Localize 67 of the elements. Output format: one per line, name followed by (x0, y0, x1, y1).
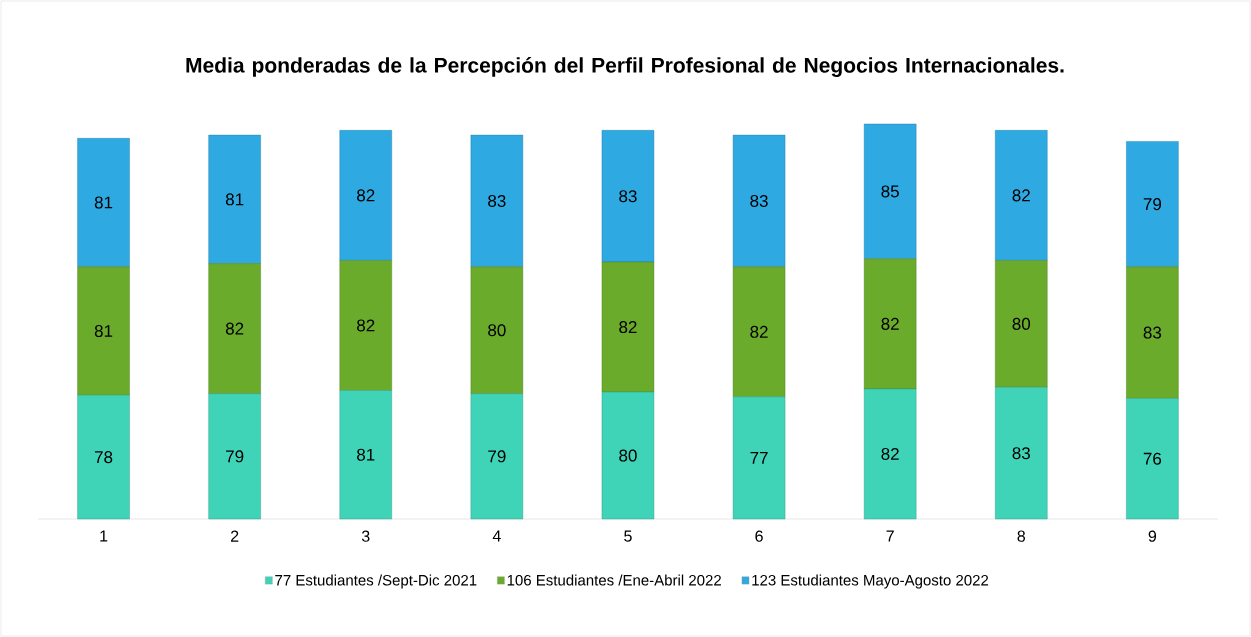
bar (77, 266, 130, 396)
bar (601, 391, 655, 520)
data-label: 80 (1012, 317, 1031, 330)
x-tick-label: 3 (361, 530, 370, 542)
x-tick-label: 5 (624, 530, 632, 542)
data-label: 81 (225, 193, 244, 206)
bar (470, 266, 524, 394)
data-label: 83 (1012, 447, 1030, 460)
bar (339, 130, 392, 261)
bar (863, 388, 917, 520)
x-tick-label: 9 (1148, 530, 1157, 542)
bar (77, 138, 130, 267)
data-label: 81 (94, 196, 113, 209)
bar (208, 393, 261, 520)
bar (470, 134, 524, 267)
data-label: 82 (225, 322, 244, 335)
x-tick-label: 4 (492, 530, 501, 542)
bar (732, 266, 786, 398)
bar (601, 261, 655, 393)
data-label: 79 (226, 450, 244, 463)
data-label: 82 (881, 317, 899, 330)
chart-title: Media ponderadas de la Percepción del Perfil Profesional de Negocios Internacionales. (186, 57, 1064, 77)
data-label: 83 (488, 194, 506, 207)
bar (995, 260, 1048, 388)
data-label: 78 (94, 451, 113, 464)
bar (208, 134, 261, 264)
data-label: 85 (881, 185, 899, 198)
bar (995, 130, 1048, 261)
data-label: 83 (750, 194, 768, 207)
data-label: 77 (750, 452, 768, 464)
bar (601, 130, 655, 263)
bar (995, 387, 1048, 520)
data-label: 82 (1012, 189, 1030, 202)
data-label: 83 (619, 190, 637, 203)
bar (732, 396, 786, 520)
data-label: 82 (881, 447, 899, 460)
data-label: 82 (357, 319, 375, 332)
bar (863, 258, 917, 390)
data-label: 79 (488, 450, 506, 463)
bar (470, 393, 524, 520)
bar (77, 395, 130, 520)
bar (863, 123, 917, 260)
data-label: 79 (1143, 198, 1162, 211)
data-label: 82 (357, 189, 375, 202)
legend-label: 106 Estudiantes /Ene-Abril 2022 (507, 574, 721, 586)
data-label: 82 (750, 325, 768, 338)
bar (732, 134, 786, 267)
bar (339, 390, 392, 520)
x-tick-label: 2 (231, 530, 239, 542)
bar (339, 260, 392, 391)
bar (1126, 398, 1179, 520)
data-label: 76 (1143, 452, 1162, 465)
legend-label: 123 Estudiantes Mayo-Agosto 2022 (752, 574, 989, 589)
data-label: 81 (94, 324, 113, 338)
data-label: 82 (619, 321, 637, 334)
x-tick-label: 1 (100, 530, 108, 542)
legend-label: 77 Estudiantes /Sept-Dic 2021 (275, 574, 477, 589)
bar (1126, 266, 1179, 399)
data-label: 80 (619, 449, 637, 462)
bar (1126, 141, 1179, 267)
x-tick-label: 6 (755, 530, 763, 542)
data-label: 83 (1143, 326, 1162, 339)
data-label: 81 (357, 448, 375, 461)
data-label: 80 (488, 324, 506, 337)
bar (208, 263, 261, 394)
x-tick-label: 7 (886, 530, 894, 542)
x-tick-label: 8 (1017, 530, 1026, 542)
